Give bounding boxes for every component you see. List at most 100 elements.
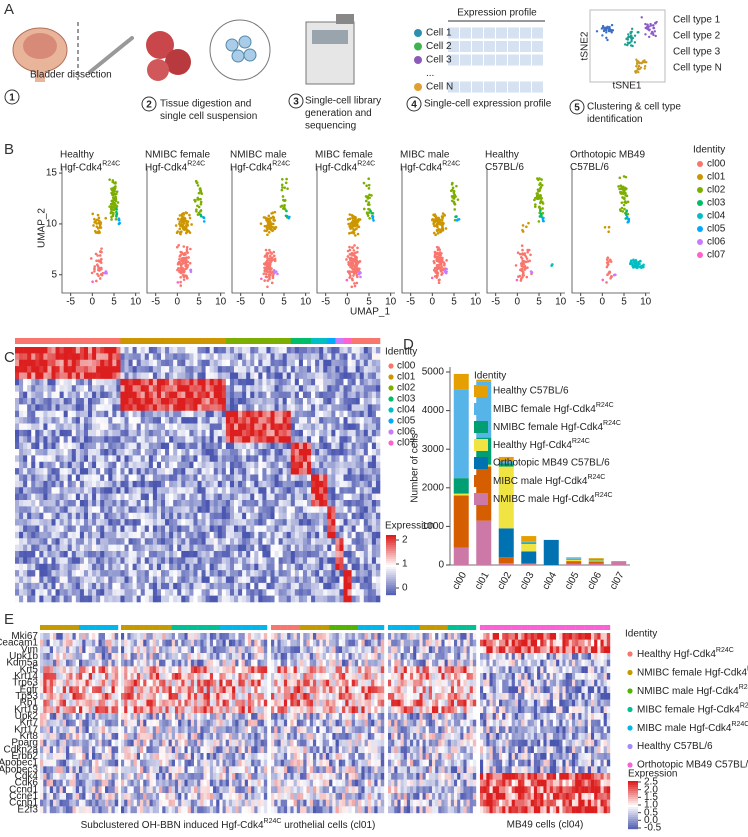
heat-cell [108, 500, 113, 507]
annotation-cell [132, 338, 137, 344]
heat-cell [323, 423, 328, 431]
heat-cell [67, 391, 73, 399]
heat-cell [201, 378, 206, 386]
heat-cell [132, 436, 137, 443]
heat-cell [213, 493, 219, 501]
heat-cell [55, 461, 60, 469]
umap-point [355, 224, 359, 227]
heat-cell [96, 429, 101, 437]
heat-cell [79, 366, 85, 373]
heat-cell [96, 557, 101, 565]
heat-cell [169, 480, 174, 488]
heat-cell [323, 589, 328, 596]
heat-cell [254, 461, 259, 469]
heat-cell [63, 461, 69, 469]
y-tick-label: 10 [46, 219, 58, 230]
heat-cell [173, 589, 178, 596]
heat-cell [351, 576, 356, 584]
heat-cell [132, 582, 137, 590]
heat-cell [197, 366, 202, 373]
heat-cell [274, 385, 279, 392]
heat-cell [88, 525, 93, 533]
profile-title: Expression profile [457, 8, 537, 19]
heat-cell [274, 570, 279, 577]
heat-cell [169, 531, 174, 539]
heat-cell [286, 589, 292, 596]
heat-cell [173, 417, 178, 424]
heat-cell [193, 512, 198, 520]
heat-cell [270, 582, 275, 590]
heat-cell [274, 468, 279, 475]
heat-cell [39, 519, 44, 526]
heat-cell [302, 468, 308, 475]
heat-cell [79, 538, 85, 545]
heat-cell [67, 582, 73, 590]
heat-cell [173, 506, 178, 514]
umap-point [352, 274, 355, 277]
umap-panel-title: Healthy [485, 150, 519, 161]
heat-cell [136, 442, 142, 450]
cell-type-label: Cell type 1 [673, 15, 721, 26]
heat-cell [205, 347, 210, 354]
heat-cell [250, 417, 255, 424]
heat-cell [124, 449, 129, 456]
heat-cell [15, 538, 20, 545]
heat-cell [124, 493, 129, 501]
heat-cell [315, 512, 320, 520]
tsne-point [646, 23, 649, 26]
heat-cell [258, 500, 263, 507]
heat-cell [75, 512, 81, 520]
heat-cell [43, 493, 48, 501]
heat-cell [351, 480, 356, 488]
heat-cell [294, 461, 300, 469]
heat-cell [229, 347, 235, 354]
heat-cell [323, 442, 328, 450]
annotation-cell [189, 338, 194, 344]
heat-cell [51, 417, 56, 424]
heat-cell [156, 570, 162, 577]
heat-cell [221, 404, 227, 412]
heat-cell [161, 385, 166, 392]
heat-cell [152, 500, 158, 507]
heat-cell [83, 538, 89, 545]
umap-point [441, 226, 444, 229]
umap-point [347, 263, 351, 267]
heat-cell [262, 468, 267, 475]
heat-cell [116, 487, 121, 494]
heat-cell [92, 595, 97, 603]
heat-cell [165, 359, 170, 367]
umap-point [96, 231, 99, 234]
heat-cell [189, 410, 194, 418]
heat-cell [31, 538, 36, 545]
heat-cell [311, 359, 316, 367]
heat-cell [213, 436, 219, 443]
heat-cell [140, 512, 146, 520]
heat-cell [315, 359, 320, 367]
x-tick-label: 0 [175, 297, 181, 308]
heat-cell [161, 353, 166, 361]
annotation-cell [63, 338, 69, 344]
heat-cell [315, 442, 320, 450]
heat-cell [15, 595, 20, 603]
heat-cell [238, 487, 243, 494]
heat-cell [311, 436, 316, 443]
heat-cell [156, 500, 162, 507]
heat-cell [189, 442, 194, 450]
step-badge [569, 99, 585, 115]
heat-cell [193, 557, 198, 565]
heat-cell [270, 410, 275, 418]
heat-cell [79, 449, 85, 456]
heat-cell [189, 531, 194, 539]
heat-cell [92, 544, 97, 552]
heat-cell [120, 480, 125, 488]
heat-cell [278, 468, 283, 475]
heat-cell [294, 436, 300, 443]
step-badge [288, 93, 304, 109]
tsne-point [647, 35, 651, 39]
heat-cell [128, 570, 133, 577]
heat-cell [274, 595, 279, 603]
heat-cell [327, 359, 332, 367]
heat-cell [335, 595, 340, 603]
heat-cell [124, 480, 129, 488]
heat-cell [323, 366, 328, 373]
